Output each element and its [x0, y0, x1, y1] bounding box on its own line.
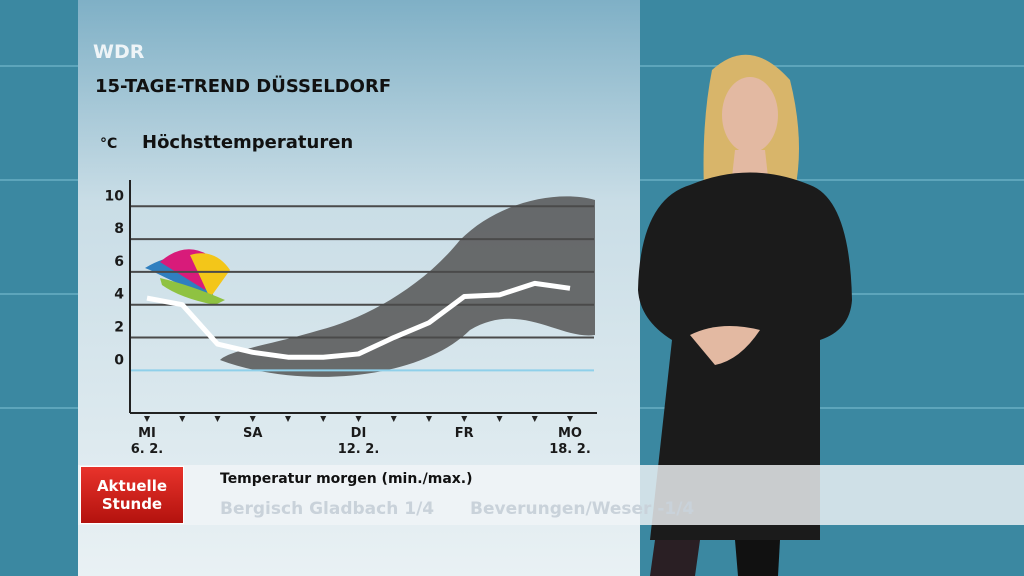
shadow-decoration	[220, 196, 595, 377]
x-tick	[144, 416, 150, 422]
y-tick-label: 6	[114, 254, 124, 270]
plot: 0 2 4 6 8 10	[105, 180, 597, 422]
ticker-item: Bergisch Gladbach 1/4	[220, 499, 435, 519]
x-tick	[426, 416, 432, 422]
y-unit: °C	[100, 136, 117, 152]
x-tick	[249, 416, 256, 422]
y-tick-label: 4	[114, 287, 124, 303]
x-tick-label: DI 12. 2.	[337, 426, 380, 457]
x-tick	[179, 416, 186, 422]
x-tick-label: SA	[243, 426, 263, 441]
ticker-logo: Aktuelle Stunde	[80, 466, 184, 524]
chart-title: Höchsttemperaturen	[142, 132, 353, 153]
channel-logo: WDR	[93, 41, 145, 63]
temperature-line	[146, 280, 571, 360]
x-tick	[320, 416, 327, 422]
y-tick-label: 8	[114, 221, 124, 237]
presenter	[638, 54, 852, 576]
y-tick-label: 10	[105, 188, 125, 204]
jester-hat-icon	[145, 249, 230, 305]
x-tick-label: MI 6. 2.	[130, 426, 164, 457]
x-tick	[214, 416, 221, 422]
x-tick	[461, 416, 468, 422]
ticker-heading: Temperatur morgen (min./max.)	[220, 471, 473, 487]
news-ticker: Aktuelle Stunde Temperatur morgen (min./…	[78, 465, 1024, 525]
x-tick	[285, 416, 291, 422]
x-tick	[496, 416, 503, 422]
y-tick-label: 2	[114, 320, 124, 336]
page-title: 15-TAGE-TREND DÜSSELDORF	[95, 75, 391, 97]
y-tick-label: 0	[114, 352, 124, 368]
x-tick-label: FR	[454, 426, 474, 441]
ticker-item: Beverungen/Weser -1/4	[470, 499, 695, 519]
x-tick	[531, 416, 538, 422]
x-tick	[355, 416, 362, 422]
x-tick	[390, 416, 397, 422]
x-tick-label: MO 18. 2.	[549, 426, 591, 457]
x-tick	[567, 416, 573, 422]
